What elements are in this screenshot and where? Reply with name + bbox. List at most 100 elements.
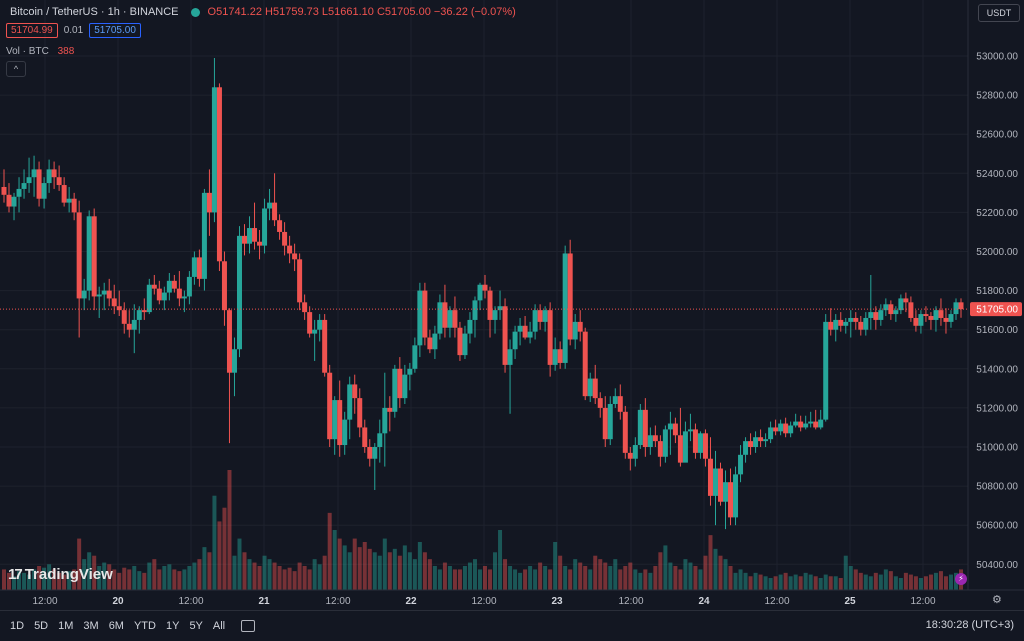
candle-body	[367, 447, 373, 459]
volume-bar	[367, 548, 372, 590]
volume-bar	[292, 571, 297, 590]
volume-bar	[467, 562, 472, 590]
volume-bar	[488, 569, 493, 590]
candle-body	[6, 194, 12, 207]
candle-body	[392, 368, 398, 412]
volume-bar	[207, 552, 212, 590]
volume-bar	[923, 576, 928, 590]
volume-bar	[788, 576, 793, 590]
candle-body	[783, 423, 789, 434]
candle-body	[302, 302, 308, 313]
candle-body	[738, 454, 744, 475]
candle-body	[26, 177, 32, 184]
candle-body	[277, 220, 283, 232]
symbol-title[interactable]: Bitcoin / TetherUS · 1h · BINANCE	[10, 6, 179, 18]
candle-body	[602, 407, 608, 440]
volume-bar	[57, 572, 62, 590]
collapse-legend-button[interactable]: ^	[6, 61, 26, 77]
volume-bar	[317, 564, 322, 590]
candle-body	[537, 310, 543, 322]
currency-selector[interactable]: USDT	[978, 4, 1020, 22]
volume-bar	[908, 574, 913, 590]
volume-bar	[302, 566, 307, 590]
gear-icon[interactable]: ⚙	[992, 594, 1002, 606]
volume-bar	[322, 555, 327, 590]
volume-bar	[838, 578, 843, 590]
candle-body	[567, 253, 573, 340]
buy-price-button[interactable]: 51705.00	[89, 23, 141, 38]
volume-bar	[52, 569, 57, 590]
candle-body	[377, 433, 383, 447]
candle-body	[547, 310, 553, 365]
candle-body	[818, 419, 824, 428]
volume-bar	[848, 566, 853, 590]
chart-area[interactable]: 53000.00 52800.00 52600.00 52400.00 52200.00…	[0, 0, 1024, 610]
candle-body	[487, 290, 493, 320]
candle-body	[492, 310, 498, 320]
candle-body	[823, 321, 829, 420]
candle-body	[196, 257, 202, 279]
low-value: L51661.10	[321, 6, 374, 18]
volume-bar	[603, 562, 608, 590]
volume-bar	[938, 571, 943, 590]
volume-bar	[593, 555, 598, 590]
clock-readout[interactable]: 18:30:28 (UTC+3)	[925, 619, 1014, 631]
volume-bar	[387, 552, 392, 590]
candle-body	[843, 321, 849, 326]
timeframe-1d[interactable]: 1D	[10, 620, 25, 632]
timeframe-ytd[interactable]: YTD	[133, 620, 156, 632]
timeframe-3m[interactable]: 3M	[83, 620, 99, 632]
candle-body	[86, 216, 92, 291]
volume-bar	[17, 571, 22, 590]
volume-bar	[67, 571, 72, 590]
timeframe-5y[interactable]: 5Y	[189, 620, 203, 632]
volume-bar	[648, 572, 653, 590]
volume-bar	[893, 576, 898, 590]
candle-body	[953, 302, 959, 315]
volume-bar	[828, 576, 833, 590]
volume-bar	[698, 569, 703, 590]
volume-bar	[898, 578, 903, 590]
candle-body	[61, 185, 67, 203]
timeframe-5d[interactable]: 5D	[34, 620, 49, 632]
candle-body	[918, 314, 924, 326]
volume-bar	[528, 566, 533, 590]
candle-body	[216, 87, 222, 262]
volume-bar	[928, 574, 933, 590]
candle-body	[347, 384, 353, 420]
timeframe-1m[interactable]: 1M	[58, 620, 74, 632]
candle-body	[773, 427, 779, 432]
volume-bar	[172, 569, 177, 590]
volume-bar	[97, 566, 102, 590]
candle-body	[282, 231, 288, 246]
timeframe-1y[interactable]: 1Y	[165, 620, 180, 632]
timeframe-6m[interactable]: 6M	[108, 620, 124, 632]
candle-body	[622, 411, 628, 453]
candle-body	[662, 429, 668, 457]
quote-row: 51704.99 0.01 51705.00	[6, 23, 141, 38]
candle-body	[11, 196, 17, 207]
time-tick-label: 12:00	[32, 596, 57, 607]
candle-body	[702, 433, 708, 459]
volume-bar	[112, 569, 117, 590]
candle-body	[352, 384, 358, 399]
sell-price-button[interactable]: 51704.99	[6, 23, 58, 38]
volume-bar	[638, 572, 643, 590]
candlestick-chart[interactable]: 53000.00 52800.00 52600.00 52400.00 52200.00…	[0, 0, 1024, 610]
volume-bar	[608, 566, 613, 590]
volume-bar	[523, 569, 528, 590]
volume-bar	[588, 569, 593, 590]
candle-body	[141, 310, 147, 313]
volume-bar	[783, 572, 788, 590]
candle-body	[898, 298, 904, 311]
candle-body	[357, 398, 363, 428]
calendar-icon[interactable]	[241, 620, 256, 632]
timeframe-all[interactable]: All	[212, 620, 226, 632]
volume-bar	[803, 572, 808, 590]
candle-body	[848, 317, 854, 322]
candle-body	[186, 276, 192, 297]
candle-body	[457, 327, 463, 356]
bolt-icon[interactable]: ⚡	[955, 573, 967, 585]
volume-bar	[573, 559, 578, 590]
candle-body	[928, 316, 934, 320]
